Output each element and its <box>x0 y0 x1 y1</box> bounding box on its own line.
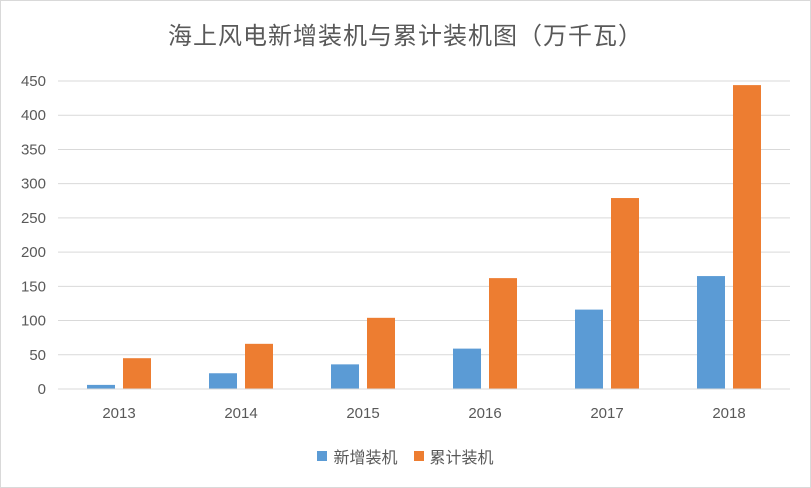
y-axis-ticks: 0 50 100 150 200 250 300 350 400 450 <box>21 73 46 398</box>
bar-cumulative-capacity <box>733 85 761 390</box>
y-tick-label: 50 <box>29 347 46 364</box>
x-tick-label: 2014 <box>224 405 257 422</box>
y-tick-label: 250 <box>21 210 46 227</box>
bar-cumulative-capacity <box>367 317 395 389</box>
legend-swatch-new-capacity <box>317 451 328 461</box>
bar-cumulative-capacity <box>489 278 517 389</box>
bar-new-capacity <box>697 276 725 389</box>
x-tick-label: 2013 <box>102 405 135 422</box>
legend-swatch-cumulative-capacity <box>413 451 424 461</box>
bar-cumulative-capacity <box>123 358 151 389</box>
gridlines <box>58 80 790 356</box>
y-tick-label: 400 <box>21 107 46 124</box>
legend-item-cumulative-capacity: 累计装机 <box>413 444 494 468</box>
x-tick-label: 2015 <box>346 405 379 422</box>
bar-new-capacity <box>575 309 603 389</box>
y-tick-label: 150 <box>21 278 46 295</box>
legend-label-cumulative-capacity: 累计装机 <box>429 448 494 467</box>
legend: 新增装机 累计装机 <box>0 444 811 468</box>
legend-item-new-capacity: 新增装机 <box>317 444 398 468</box>
y-tick-label: 200 <box>21 244 46 261</box>
bar-cumulative-capacity <box>611 198 639 389</box>
y-tick-label: 100 <box>21 313 46 330</box>
y-tick-label: 0 <box>38 381 46 398</box>
x-tick-label: 2017 <box>590 405 623 422</box>
bar-new-capacity <box>453 348 481 389</box>
chart-title: 海上风电新增装机与累计装机图（万千瓦） <box>168 22 643 50</box>
bar-new-capacity <box>331 364 359 389</box>
legend-label-new-capacity: 新增装机 <box>333 448 398 467</box>
bar-new-capacity <box>209 373 237 389</box>
bar-new-capacity <box>87 384 115 389</box>
x-tick-label: 2018 <box>712 405 745 422</box>
x-tick-label: 2016 <box>468 405 501 422</box>
y-tick-label: 300 <box>21 176 46 193</box>
bar-cumulative-capacity <box>245 343 273 389</box>
y-tick-label: 350 <box>21 141 46 158</box>
x-axis-ticks: 2013 2014 2015 2016 2017 2018 <box>102 405 745 422</box>
y-tick-label: 450 <box>21 73 46 90</box>
bars <box>87 85 761 390</box>
